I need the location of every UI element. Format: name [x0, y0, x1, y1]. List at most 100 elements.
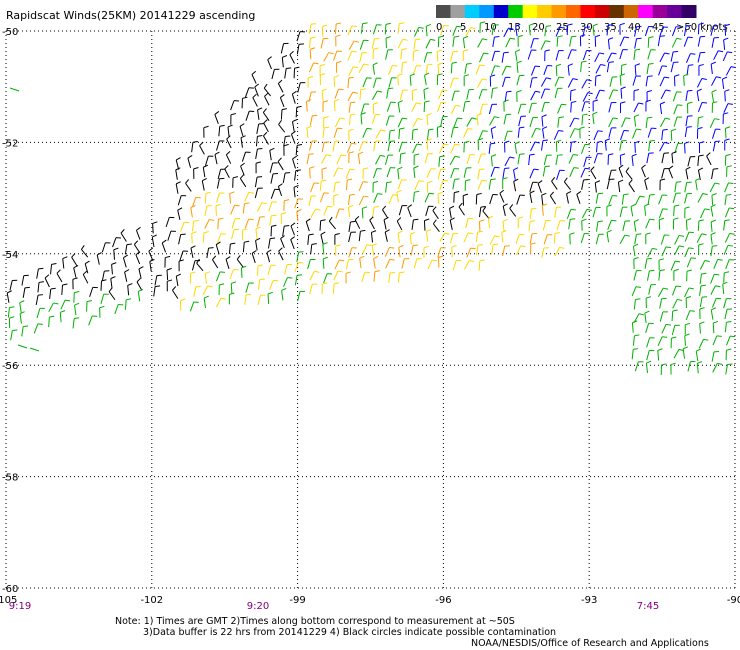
wind-barb: [450, 105, 456, 115]
wind-barb-feather: [506, 65, 512, 68]
wind-barb: [647, 194, 651, 205]
wind-barb: [634, 65, 637, 76]
wind-barb: [502, 77, 506, 88]
wind-barb-feather: [229, 292, 235, 295]
wind-barb: [555, 155, 559, 166]
wind-barb: [226, 138, 232, 149]
wind-barb-feather: [414, 153, 420, 156]
wind-barb-feather: [634, 63, 641, 66]
wind-barb: [490, 128, 494, 139]
legend-label: >50 knots: [676, 22, 728, 33]
wind-barb: [74, 305, 77, 316]
wind-barb: [280, 43, 285, 54]
wind-barb: [397, 233, 400, 244]
wind-barb: [426, 115, 429, 126]
wind-barb: [568, 154, 574, 164]
wind-barb-feather: [502, 218, 508, 222]
wind-barb: [608, 195, 613, 205]
wind-barb: [606, 52, 613, 63]
wind-barb-feather: [581, 60, 587, 63]
wind-barb: [242, 203, 245, 214]
wind-barb: [268, 201, 273, 212]
wind-barb-feather: [72, 277, 78, 280]
wind-barb-feather: [242, 228, 248, 231]
wind-barb: [725, 259, 730, 270]
wind-barb-feather: [125, 298, 132, 301]
wind-barb: [709, 182, 716, 193]
wind-barb-feather: [716, 297, 722, 300]
wind-barb: [425, 39, 431, 49]
wind-barb-feather: [683, 346, 689, 350]
wind-barb: [488, 143, 491, 154]
wind-barb: [334, 88, 339, 99]
wind-barb-feather: [695, 177, 701, 181]
wind-barb-feather: [467, 128, 473, 130]
wind-barb: [713, 259, 719, 269]
legend-swatch: [652, 5, 668, 18]
wind-barb: [479, 104, 484, 114]
wind-barb-feather: [695, 348, 701, 352]
wind-barb-feather: [60, 310, 66, 313]
wind-barb-feather: [353, 66, 359, 69]
wind-barb-feather: [531, 207, 537, 210]
wind-barb-feather: [335, 181, 341, 184]
wind-barb: [277, 83, 284, 93]
wind-barb-feather: [581, 218, 587, 222]
wind-barb-feather: [152, 234, 157, 238]
wind-barb-feather: [124, 269, 130, 273]
wind-barb: [671, 38, 678, 48]
wind-barb-feather: [646, 90, 652, 93]
wind-barb-feather: [291, 130, 296, 135]
wind-barb-feather: [727, 51, 733, 54]
wind-barb-feather: [126, 243, 132, 246]
wind-barb: [217, 219, 219, 230]
wind-barb: [537, 183, 542, 194]
wind-barb: [310, 208, 317, 218]
wind-barb-feather: [256, 176, 263, 178]
wind-barb: [424, 75, 427, 86]
wind-barb-feather: [101, 279, 107, 282]
wind-barb: [72, 318, 75, 329]
wind-barb-feather: [676, 181, 682, 183]
legend-swatch: [667, 5, 683, 18]
wind-barb-feather: [135, 251, 141, 256]
wind-barb-feather: [172, 286, 177, 291]
wind-barb: [175, 183, 179, 194]
wind-barb: [281, 57, 284, 68]
wind-barb: [372, 64, 376, 75]
wind-barb-feather: [278, 183, 283, 187]
wind-barb: [529, 117, 534, 128]
wind-barb: [491, 25, 495, 36]
wind-barb: [138, 268, 142, 279]
wind-barb-feather: [698, 243, 704, 246]
legend-swatch: [551, 5, 567, 18]
wind-barb: [505, 38, 511, 48]
wind-barb: [137, 291, 141, 302]
wind-barb-feather: [687, 89, 693, 92]
wind-barb-feather: [608, 61, 614, 63]
wind-barb: [527, 49, 532, 60]
wind-barb-feather: [465, 179, 471, 182]
wind-barb: [190, 248, 194, 259]
wind-barb-feather: [584, 167, 591, 170]
wind-barb-feather: [661, 363, 667, 366]
wind-barb-feather: [542, 139, 548, 142]
wind-barb: [683, 26, 687, 37]
wind-barb: [426, 140, 429, 151]
wind-barb: [618, 167, 624, 178]
wind-barb: [332, 141, 336, 152]
wind-barb: [348, 221, 351, 232]
wind-barb-feather: [294, 66, 300, 69]
wind-barb-feather: [334, 232, 340, 236]
legend-label: 15: [508, 22, 521, 33]
wind-barb-feather: [293, 184, 299, 188]
wind-barb-feather: [313, 62, 319, 65]
wind-barb: [192, 197, 197, 208]
wind-barb: [620, 88, 623, 99]
wind-barb: [659, 142, 665, 152]
wind-barb: [619, 155, 622, 166]
wind-barb: [542, 166, 546, 177]
wind-barb-feather: [711, 193, 717, 196]
wind-barb: [502, 246, 506, 257]
wind-barb-feather: [359, 255, 365, 259]
